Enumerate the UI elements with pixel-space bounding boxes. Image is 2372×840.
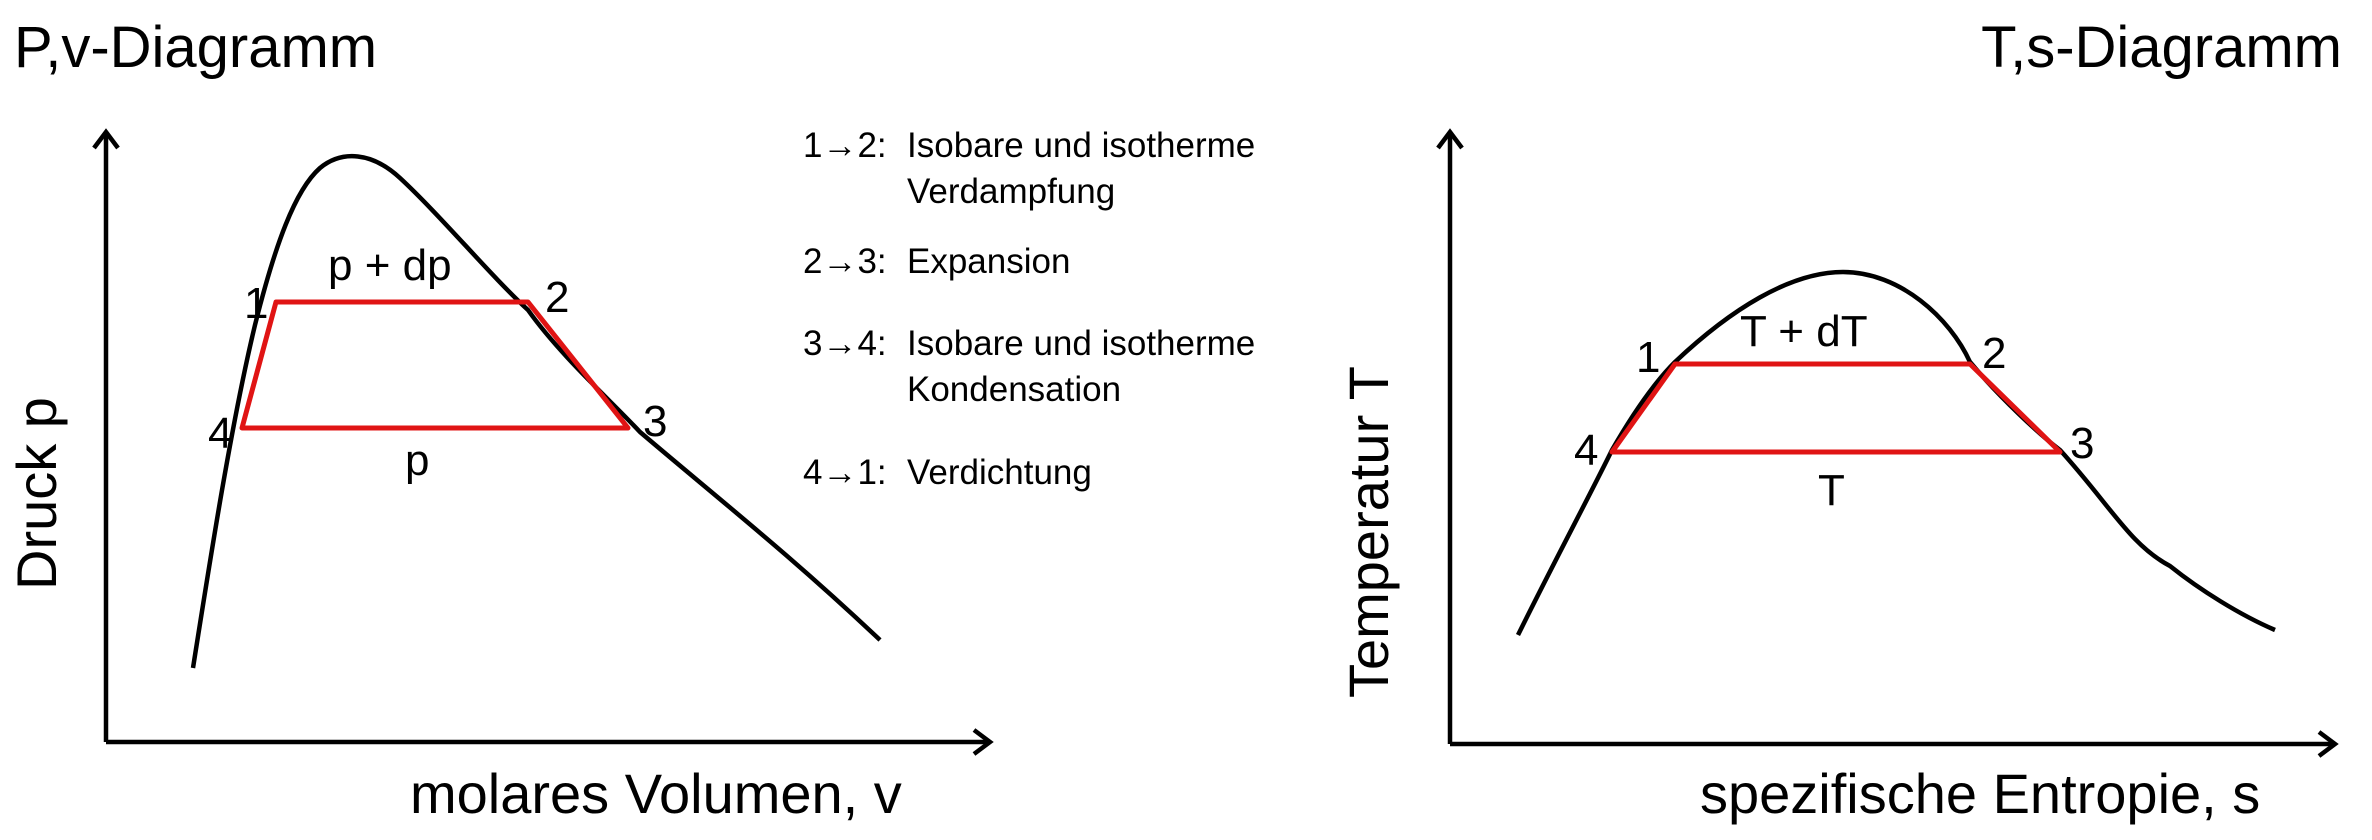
ts-x-axis-label: spezifische Entropie, s	[1700, 762, 2260, 825]
legend-item-prefix: 3→4:	[803, 324, 887, 363]
pv-point-2-label: 2	[545, 273, 569, 322]
pv-saturation-curve	[190, 154, 882, 669]
legend-item-prefix: 4→1:	[803, 453, 887, 492]
ts-diagram: T,s-Diagramm spezifische Entropie, s Tem…	[1337, 15, 2342, 825]
pv-y-axis-label: Druck p	[5, 397, 68, 590]
legend-item: 4→1: Verdichtung	[803, 453, 1092, 492]
pv-x-axis-label: molares Volumen, v	[410, 762, 902, 825]
ts-point-4-label: 4	[1574, 426, 1598, 475]
pv-cycle	[239, 299, 631, 431]
pv-lower-region-label: p	[405, 436, 429, 485]
ts-upper-region-label: T + dT	[1740, 307, 1868, 356]
ts-title: T,s-Diagramm	[1981, 15, 2342, 80]
pv-title: P,v-Diagramm	[14, 15, 377, 80]
legend-item-text-continued: Kondensation	[907, 370, 1121, 409]
legend-item-text: Isobare und isotherme	[907, 126, 1255, 165]
legend-item: 2→3: Expansion	[803, 242, 1070, 281]
pv-y-axis-arrowhead	[92, 128, 120, 150]
ts-point-2-label: 2	[1982, 329, 2006, 378]
ts-y-axis-label: Temperatur T	[1337, 366, 1400, 698]
ts-y-axis-arrowhead	[1436, 128, 1464, 150]
ts-x-axis-arrowhead	[2317, 730, 2339, 758]
legend-item-text: Verdichtung	[907, 453, 1092, 492]
pv-point-4-label: 4	[208, 409, 232, 458]
ts-cycle	[1609, 361, 2063, 455]
pv-diagram: P,v-Diagramm molares Volumen, v Druck p …	[5, 15, 994, 825]
legend-item: 3→4: Isobare und isotherme Kondensation	[803, 324, 1255, 409]
pv-upper-region-label: p + dp	[328, 241, 452, 290]
legend-item-text: Expansion	[907, 242, 1070, 281]
pv-x-axis-arrowhead	[972, 728, 994, 756]
ts-point-1-label: 1	[1636, 333, 1660, 382]
legend-item-prefix: 1→2:	[803, 126, 887, 165]
process-legend: 1→2: Isobare und isotherme Verdampfung 2…	[803, 126, 1255, 492]
legend-item-prefix: 2→3:	[803, 242, 887, 281]
pv-point-1-label: 1	[244, 279, 268, 328]
legend-item-text-continued: Verdampfung	[907, 172, 1115, 211]
legend-item-text: Isobare und isotherme	[907, 324, 1255, 363]
ts-lower-region-label: T	[1818, 466, 1845, 515]
legend-item: 1→2: Isobare und isotherme Verdampfung	[803, 126, 1255, 211]
pv-point-3-label: 3	[643, 397, 667, 446]
ts-point-3-label: 3	[2070, 419, 2094, 468]
